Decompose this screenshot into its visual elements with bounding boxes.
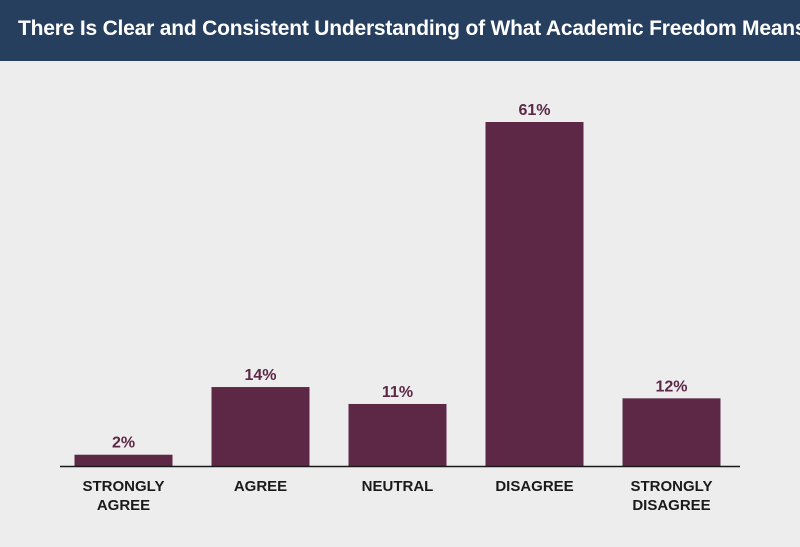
category-label-4: STRONGLY DISAGREE	[631, 478, 713, 514]
bar-4	[622, 398, 721, 466]
category-label-0-line-0: STRONGLY	[83, 478, 165, 495]
category-label-0: STRONGLY AGREE	[83, 478, 165, 514]
bars-layer	[74, 122, 721, 466]
title-bar: There Is Clear and Consistent Understand…	[0, 0, 800, 61]
category-label-4-line-1: DISAGREE	[632, 497, 710, 514]
category-label-1: AGREE	[234, 478, 287, 495]
bar-2	[348, 403, 447, 466]
category-label-4-line-0: STRONGLY	[631, 478, 713, 495]
category-label-2: NEUTRAL	[362, 478, 434, 495]
category-label-3-line-0: DISAGREE	[495, 478, 573, 495]
bar-chart: 2% 14% 11% 61% 12% STRONGLY AGREE AGREE NEUTRAL…	[60, 102, 740, 514]
data-label-0: 2%	[112, 435, 135, 452]
category-label-2-line-0: NEUTRAL	[362, 478, 434, 495]
data-label-4: 12%	[655, 378, 687, 395]
bar-1	[211, 387, 310, 466]
data-label-2: 11%	[382, 384, 413, 401]
bar-3	[485, 122, 584, 466]
category-label-1-line-0: AGREE	[234, 478, 287, 495]
data-label-1: 14%	[244, 367, 276, 384]
bar-0	[74, 454, 173, 466]
category-label-0-line-1: AGREE	[97, 497, 150, 514]
category-label-3: DISAGREE	[495, 478, 573, 495]
data-labels-layer: 2% 14% 11% 61% 12%	[112, 102, 688, 452]
data-label-3: 61%	[518, 102, 550, 119]
chart-title: There Is Clear and Consistent Understand…	[18, 17, 800, 40]
